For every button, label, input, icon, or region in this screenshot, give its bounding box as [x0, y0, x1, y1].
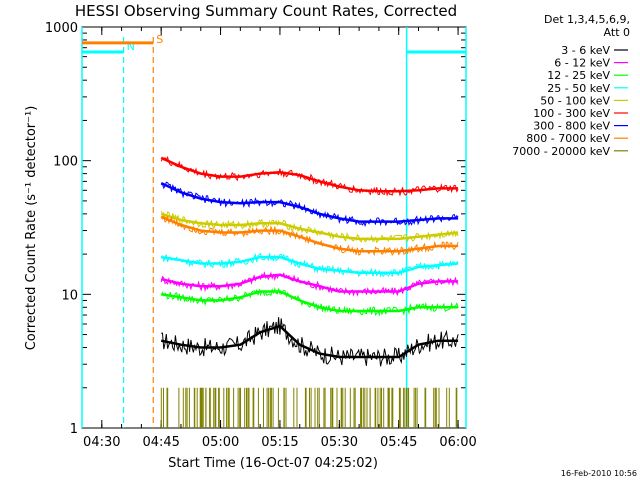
series-50-100kev: [160, 210, 459, 244]
series-noise: [160, 210, 459, 244]
y-axis-label: Corrected Count Rate (s⁻¹ detector⁻¹): [24, 106, 39, 351]
series-6-12kev: [160, 271, 459, 297]
plot-area: [81, 26, 467, 429]
x-axis-label: Start Time (16-Oct-07 04:25:02): [168, 456, 378, 471]
series-noise: [160, 271, 459, 297]
series-noise: [160, 287, 459, 317]
legend-entry-label: 12 - 25 keV: [547, 69, 610, 82]
series-7000-20000kev: [160, 387, 458, 428]
legend-entry-label: 6 - 12 keV: [554, 57, 610, 70]
legend-header: Det 1,3,4,5,6,9,: [544, 13, 630, 26]
y-axis: 1 10 100 1000: [45, 21, 466, 437]
y-tick-label: 100: [53, 155, 78, 170]
x-tick-label: 05:00: [202, 435, 239, 450]
legend-entry-label: 3 - 6 keV: [561, 44, 610, 57]
series-noise: [161, 252, 459, 278]
series-noise: [160, 155, 459, 197]
series-3-6kev: [160, 317, 459, 367]
x-tick-label: 05:30: [321, 435, 358, 450]
x-tick-label: 05:15: [261, 435, 298, 450]
legend-entry-label: 25 - 50 keV: [547, 82, 610, 95]
x-tick-label: 06:00: [439, 435, 476, 450]
legend-entry-label: 800 - 7000 keV: [526, 132, 610, 145]
timestamp: 16-Feb-2010 10:56: [561, 469, 637, 478]
series-25-50kev: [161, 252, 459, 278]
event-marker-label: S: [156, 33, 163, 46]
series-layer: [160, 155, 459, 428]
x-tick-label: 04:45: [142, 435, 179, 450]
x-axis: 04:30 04:45 05:00 05:15 05:30 05:45 06:00: [81, 27, 477, 450]
legend-entry-label: 50 - 100 keV: [540, 94, 610, 107]
x-tick-label: 05:45: [380, 435, 417, 450]
series-noise: [161, 181, 459, 228]
x-tick-label: 04:30: [83, 435, 120, 450]
plot-frame: [81, 26, 467, 429]
series-100-300kev: [160, 155, 459, 197]
y-tick-label: 10: [61, 288, 78, 303]
series-noise: [161, 317, 459, 367]
legend-header: Att 0: [604, 26, 630, 39]
series-line: [161, 290, 459, 313]
y-tick-label: 1000: [45, 21, 78, 36]
instrument-state-markers: NS: [81, 27, 467, 428]
legend-entry-label: 100 - 300 keV: [533, 107, 610, 120]
series-line: [160, 387, 458, 428]
series-noise: [160, 214, 459, 257]
series-300-800kev: [160, 181, 459, 228]
legend-entry-label: 7000 - 20000 keV: [512, 145, 610, 158]
series-line: [160, 156, 459, 193]
y-tick-label: 1: [70, 422, 78, 437]
series-12-25kev: [160, 287, 459, 317]
legend-entry-label: 300 - 800 keV: [533, 120, 610, 133]
chart-title: HESSI Observing Summary Count Rates, Cor…: [75, 2, 457, 20]
series-800-7000kev: [160, 214, 459, 257]
event-marker-label: N: [127, 40, 135, 53]
